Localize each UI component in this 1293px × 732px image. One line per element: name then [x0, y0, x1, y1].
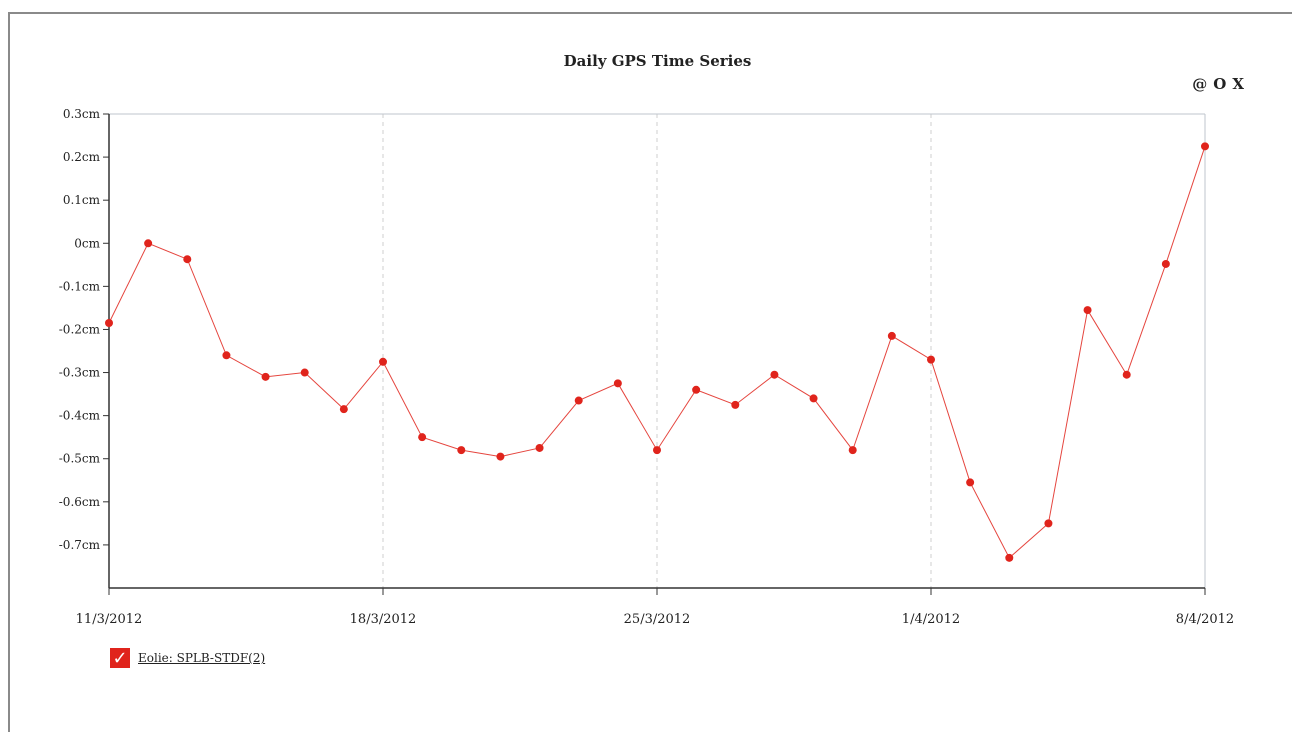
data-point — [613, 379, 622, 388]
data-point — [183, 255, 192, 264]
y-tick-label: -0.2cm — [59, 322, 101, 336]
data-point — [457, 446, 466, 455]
y-tick-label: -0.6cm — [59, 495, 101, 509]
chart-frame — [8, 12, 1292, 732]
data-point — [809, 394, 818, 403]
minimize-button[interactable]: O — [1213, 75, 1227, 93]
data-point — [848, 446, 857, 455]
data-point — [770, 370, 779, 379]
chart-controls: @ O X — [1192, 75, 1244, 93]
data-point — [927, 355, 935, 364]
link-icon[interactable]: @ — [1192, 75, 1208, 93]
x-tick-label: 25/3/2012 — [624, 612, 691, 627]
data-point — [574, 396, 583, 405]
data-point — [496, 452, 505, 461]
data-point — [1122, 370, 1131, 379]
data-point — [1161, 259, 1170, 268]
y-tick-label: -0.7cm — [59, 538, 101, 552]
data-point — [222, 351, 231, 360]
legend-item[interactable]: ✓ Eolie: SPLB-STDF(2) — [110, 648, 266, 669]
data-point — [535, 443, 544, 452]
y-tick-label: 0.1cm — [63, 193, 101, 207]
x-tick-label: 18/3/2012 — [350, 612, 417, 627]
data-point — [144, 239, 153, 248]
checkbox-checked-icon[interactable]: ✓ — [110, 648, 130, 669]
data-point — [731, 400, 740, 409]
y-tick-label: 0.2cm — [63, 150, 101, 164]
series-group — [105, 142, 1209, 562]
data-point — [105, 318, 113, 327]
data-point — [261, 372, 270, 381]
data-point — [653, 446, 661, 455]
x-tick-label: 11/3/2012 — [76, 612, 143, 627]
data-point — [1044, 519, 1053, 528]
data-point — [966, 478, 975, 487]
data-point — [1005, 553, 1014, 562]
y-tick-label: -0.5cm — [59, 452, 101, 466]
x-axis-ticks: 11/3/2012 18/3/2012 25/3/2012 1/4/2012 8/4/2… — [76, 588, 1234, 627]
y-tick-label: -0.3cm — [59, 366, 101, 380]
data-point — [300, 368, 309, 377]
close-button[interactable]: X — [1232, 75, 1244, 93]
data-point — [1083, 306, 1092, 315]
y-tick-label: -0.4cm — [59, 409, 101, 423]
x-tick-label: 8/4/2012 — [1176, 612, 1234, 627]
legend-label[interactable]: Eolie: SPLB-STDF(2) — [138, 651, 266, 665]
y-tick-label: 0.3cm — [63, 107, 101, 121]
chart-title: Daily GPS Time Series — [563, 52, 752, 70]
data-point — [692, 385, 701, 394]
data-point — [339, 405, 348, 414]
data-point — [1201, 142, 1209, 151]
x-tick-label: 1/4/2012 — [902, 612, 960, 627]
y-axis-ticks: 0.3cm 0.2cm 0.1cm 0cm -0.1cm -0.2cm -0.3cm -0.4… — [59, 107, 109, 552]
data-point — [418, 433, 427, 442]
y-tick-label: 0cm — [74, 236, 100, 250]
grid-lines — [382, 114, 932, 588]
y-tick-label: -0.1cm — [59, 279, 101, 293]
series-line — [108, 146, 1206, 559]
data-point — [379, 357, 387, 366]
data-point — [887, 331, 896, 340]
